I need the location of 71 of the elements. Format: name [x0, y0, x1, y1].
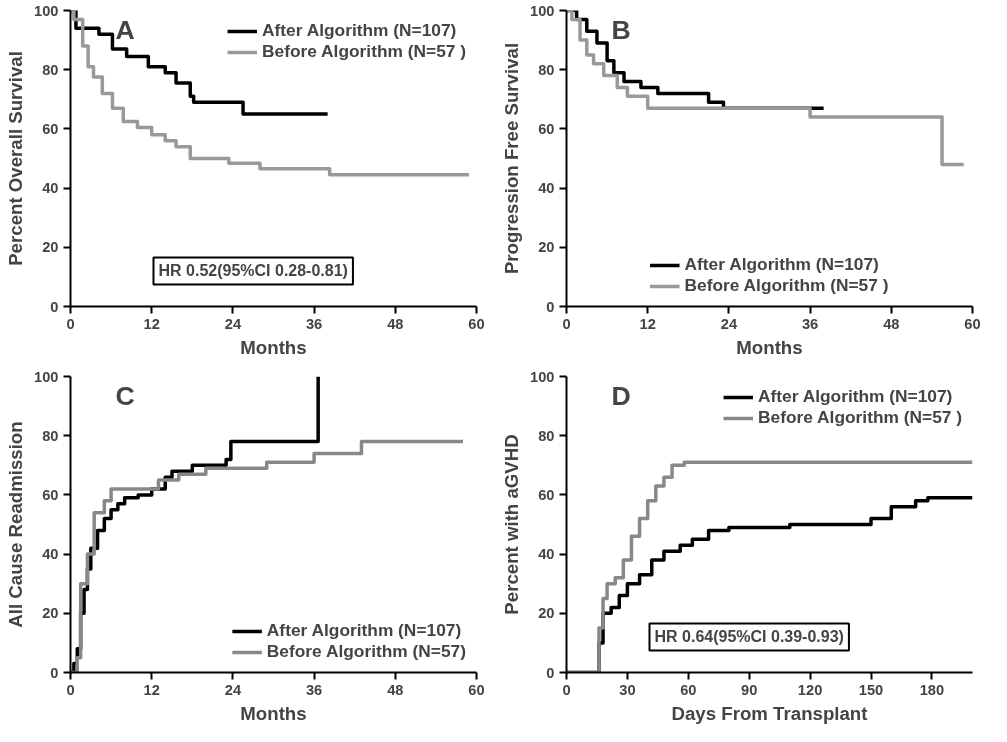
x-tick-label: 36: [801, 315, 819, 332]
y-tick-label: 40: [42, 546, 59, 563]
y-tick-label: 100: [530, 2, 555, 19]
chart-title: B: [611, 14, 631, 45]
y-tick-label: 100: [34, 368, 59, 385]
x-tick-label: 36: [305, 681, 323, 698]
y-tick-label: 40: [42, 180, 59, 197]
annotation: HR 0.64(95%CI 0.39-0.93): [654, 628, 844, 646]
y-tick-label: 20: [538, 605, 555, 622]
y-tick-label: 60: [42, 120, 59, 137]
y-tick-label: 0: [50, 298, 59, 315]
legend-label: After Algorithm (N=107): [684, 254, 879, 275]
y-tick-label: 20: [42, 605, 59, 622]
x-tick-label: 24: [720, 315, 738, 332]
y-tick-label: 100: [530, 368, 555, 385]
x-axis-title: Days From Transplant: [671, 702, 868, 724]
x-tick-label: 30: [619, 681, 636, 698]
x-tick-label: 24: [224, 681, 242, 698]
x-axis-title: Months: [240, 336, 307, 358]
x-tick-label: 12: [639, 315, 656, 332]
x-axis-title: Months: [736, 336, 803, 358]
x-tick-label: 48: [387, 681, 404, 698]
x-axis-title: Months: [240, 702, 307, 724]
x-tick-label: 0: [562, 315, 571, 332]
chart-title: C: [115, 380, 135, 411]
x-tick-label: 0: [66, 315, 75, 332]
chart-title: A: [115, 14, 135, 45]
x-tick-label: 180: [919, 681, 945, 698]
y-tick-label: 40: [538, 180, 555, 197]
y-tick-label: 0: [546, 298, 555, 315]
y-axis-title: All Cause Readmission: [5, 421, 27, 628]
x-tick-label: 90: [741, 681, 758, 698]
y-axis-title: Progression Free Survival: [501, 42, 523, 275]
y-axis-title: Percent with aGVHD: [501, 434, 523, 615]
y-tick-label: 60: [538, 120, 555, 137]
x-tick-label: 60: [468, 681, 485, 698]
x-tick-label: 12: [143, 315, 160, 332]
y-tick-label: 80: [538, 427, 555, 444]
y-tick-label: 80: [42, 61, 59, 78]
legend-label: After Algorithm (N=107): [262, 20, 457, 41]
legend-label: Before Algorithm (N=57): [266, 641, 466, 662]
y-tick-label: 60: [42, 486, 59, 503]
legend-label: Before Algorithm (N=57 ): [684, 275, 889, 296]
x-tick-label: 0: [562, 681, 571, 698]
y-tick-label: 80: [42, 427, 59, 444]
y-axis-title: Percent Overall Survival: [5, 51, 27, 266]
y-tick-label: 100: [34, 2, 59, 19]
legend-label: After Algorithm (N=107): [758, 386, 953, 407]
annotation: HR 0.52(95%CI 0.28-0.81): [158, 262, 348, 280]
x-tick-label: 0: [66, 681, 75, 698]
x-tick-label: 24: [224, 315, 242, 332]
legend-label: Before Algorithm (N=57 ): [758, 407, 962, 428]
y-tick-label: 80: [538, 61, 555, 78]
y-tick-label: 20: [42, 239, 59, 256]
x-tick-label: 60: [680, 681, 697, 698]
x-tick-label: 36: [305, 315, 323, 332]
y-tick-label: 40: [538, 546, 555, 563]
chart-title: D: [611, 380, 631, 411]
legend-label: Before Algorithm (N=57 ): [262, 41, 466, 62]
x-tick-label: 12: [143, 681, 160, 698]
x-tick-label: 48: [387, 315, 404, 332]
legend-label: After Algorithm (N=107): [266, 620, 462, 641]
x-tick-label: 120: [797, 681, 823, 698]
y-tick-label: 0: [50, 664, 59, 681]
x-tick-label: 48: [883, 315, 900, 332]
x-tick-label: 150: [858, 681, 884, 698]
y-tick-label: 0: [546, 664, 555, 681]
y-tick-label: 60: [538, 486, 555, 503]
x-tick-label: 60: [964, 315, 981, 332]
y-tick-label: 20: [538, 239, 555, 256]
x-tick-label: 60: [468, 315, 485, 332]
